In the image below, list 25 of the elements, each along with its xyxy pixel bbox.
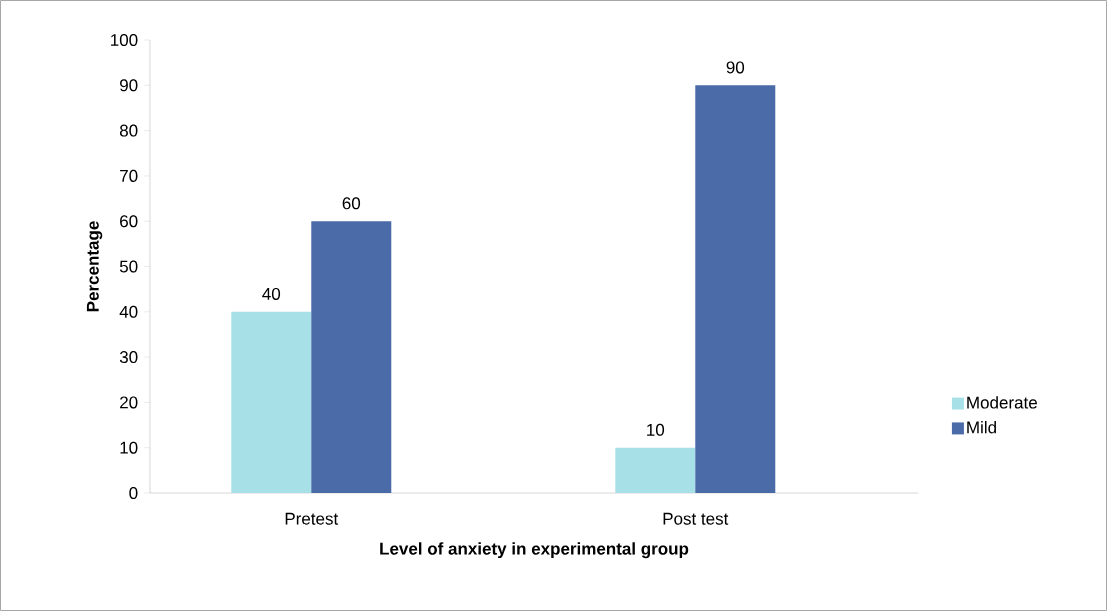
y-tick-label: 30 xyxy=(119,351,138,364)
bar xyxy=(311,221,392,493)
legend-label: Mild xyxy=(967,420,996,434)
y-tick-label: 20 xyxy=(120,396,138,409)
y-tick-label: 90 xyxy=(120,79,138,92)
data-label: 40 xyxy=(262,287,281,300)
data-label: 90 xyxy=(726,61,745,74)
y-tick-label: 100 xyxy=(111,33,138,47)
x-axis-title: Level of anxiety in experimental group xyxy=(380,542,689,559)
x-tick-label: Post test xyxy=(663,512,729,525)
bar xyxy=(231,311,312,493)
y-tick-label: 40 xyxy=(119,305,138,318)
legend-label: Moderate xyxy=(967,396,1037,409)
y-tick-label: 70 xyxy=(120,169,138,182)
y-tick-label: 60 xyxy=(120,215,138,228)
x-tick-label: Pretest xyxy=(285,512,339,525)
y-axis-title: Percentage xyxy=(86,221,103,312)
y-tick-label: 0 xyxy=(129,486,138,500)
y-tick-label: 50 xyxy=(119,260,138,273)
bar xyxy=(695,85,776,493)
data-label: 60 xyxy=(342,197,361,210)
bar xyxy=(615,447,696,493)
y-tick-label: 10 xyxy=(120,441,138,454)
y-tick-label: 80 xyxy=(119,124,138,137)
data-label: 10 xyxy=(647,423,665,436)
